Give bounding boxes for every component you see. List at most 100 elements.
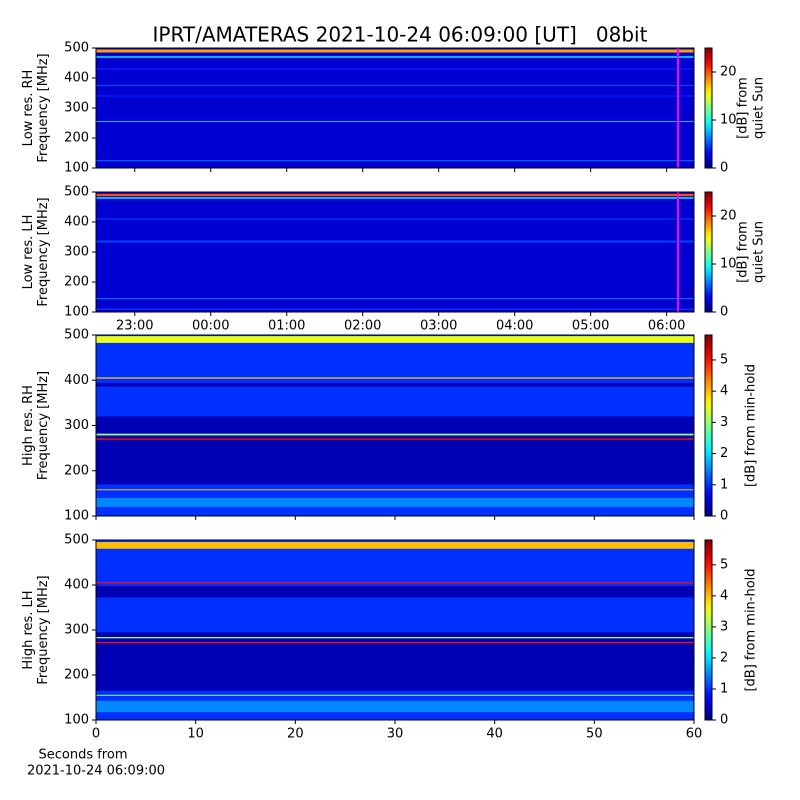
colorbar-label: [dB] from min-hold <box>744 568 759 691</box>
heatmap-band <box>96 489 694 491</box>
heatmap-band <box>96 95 694 97</box>
x-axis-label: Seconds from <box>38 748 127 763</box>
y-tick-label: 100 <box>64 509 89 524</box>
heatmap-band <box>96 240 694 243</box>
heatmap-band <box>96 641 694 644</box>
heatmap-band <box>96 497 694 507</box>
y-tick-label: 500 <box>64 533 89 548</box>
heatmap-band <box>96 308 694 310</box>
colorbar-tick-label: 3 <box>720 415 728 430</box>
x-tick-label: 50 <box>586 727 603 742</box>
colorbar-tick-label: 5 <box>720 352 728 367</box>
heatmap-band <box>96 218 694 220</box>
heatmap-band <box>96 382 694 387</box>
colorbar <box>704 47 713 169</box>
y-tick-label: 300 <box>64 418 89 433</box>
colorbar <box>704 539 713 721</box>
colorbar-tick-label: 10 <box>720 257 737 272</box>
y-axis-label: Frequency [MHz] <box>36 53 51 162</box>
heatmap-band <box>96 438 694 440</box>
y-tick-label: 400 <box>64 373 89 388</box>
y-tick-label: 500 <box>64 41 89 56</box>
x-tick-label: 00:00 <box>192 319 229 334</box>
y-tick-label: 500 <box>64 328 89 343</box>
heatmap-background <box>96 192 694 312</box>
colorbar-tick-label: 4 <box>720 384 728 399</box>
colorbar-tick-label: 0 <box>720 305 728 320</box>
heatmap-band <box>96 68 694 70</box>
colorbar-tick-label: 2 <box>720 650 728 665</box>
x-tick-label: 02:00 <box>344 319 381 334</box>
x-tick-label: 30 <box>387 727 404 742</box>
y-tick-label: 400 <box>64 578 89 593</box>
y-tick-label: 400 <box>64 71 89 86</box>
colorbar-tick-label: 4 <box>720 588 728 603</box>
x-tick-label: 01:00 <box>268 319 305 334</box>
heatmap-band <box>96 193 694 197</box>
y-tick-label: 400 <box>64 215 89 230</box>
colorbar-label: quiet Sun <box>752 77 767 139</box>
colorbar-tick-label: 0 <box>720 161 728 176</box>
heatmap-band <box>96 586 694 598</box>
y-tick-label: 100 <box>64 713 89 728</box>
y-tick-label: 100 <box>64 161 89 176</box>
y-tick-label: 500 <box>64 185 89 200</box>
colorbar-tick-label: 3 <box>720 619 728 634</box>
heatmap-band <box>96 121 694 123</box>
heatmap-band <box>96 298 694 300</box>
colorbar-tick-label: 1 <box>720 477 728 492</box>
y-axis-label: Low res. LH <box>21 215 36 290</box>
colorbar-tick-label: 0 <box>720 509 728 524</box>
heatmap-band <box>96 160 694 162</box>
heatmap-background <box>96 540 694 720</box>
heatmap-band <box>96 84 694 87</box>
y-tick-label: 200 <box>64 668 89 683</box>
heatmap-band <box>96 632 694 691</box>
colorbar-label: [dB] from <box>736 221 751 283</box>
x-tick-label: 04:00 <box>496 319 533 334</box>
heatmap-band <box>96 416 694 485</box>
heatmap-band <box>96 700 694 713</box>
heatmap-band <box>96 49 694 53</box>
y-axis-label: Frequency [MHz] <box>36 197 51 306</box>
x-tick-label: 10 <box>187 727 204 742</box>
y-axis-label: Frequency [MHz] <box>36 575 51 684</box>
heatmap-background <box>96 48 694 168</box>
colorbar-tick-label: 10 <box>720 113 737 128</box>
x-tick-label: 0 <box>92 727 100 742</box>
y-axis-label: Low res. RH <box>21 70 36 147</box>
x-tick-label: 03:00 <box>420 319 457 334</box>
y-tick-label: 300 <box>64 101 89 116</box>
x-tick-label: 23:00 <box>116 319 153 334</box>
y-axis-label: High res. RH <box>21 385 36 466</box>
colorbar-tick-label: 0 <box>720 713 728 728</box>
colorbar <box>704 334 713 517</box>
colorbar <box>704 191 713 313</box>
x-tick-label: 05:00 <box>572 319 609 334</box>
heatmap-band <box>96 542 694 549</box>
colorbar-label: [dB] from min-hold <box>744 364 759 487</box>
y-tick-label: 300 <box>64 623 89 638</box>
colorbar-label: quiet Sun <box>752 221 767 283</box>
heatmap-band <box>96 336 694 343</box>
heatmap-band <box>96 197 694 199</box>
x-tick-label: 60 <box>686 727 703 742</box>
y-tick-label: 200 <box>64 463 89 478</box>
colorbar-tick-label: 5 <box>720 557 728 572</box>
colorbar-tick-label: 20 <box>720 65 737 80</box>
y-tick-label: 300 <box>64 245 89 260</box>
y-tick-label: 200 <box>64 131 89 146</box>
chart-title: IPRT/AMATERAS 2021-10-24 06:09:00 [UT] 0… <box>153 23 648 47</box>
heatmap-band <box>96 377 694 379</box>
y-tick-label: 100 <box>64 305 89 320</box>
y-axis-label: Frequency [MHz] <box>36 371 51 480</box>
colorbar-tick-label: 2 <box>720 446 728 461</box>
heatmap-band <box>96 56 694 58</box>
heatmap-band <box>96 694 694 696</box>
x-tick-label: 20 <box>287 727 304 742</box>
colorbar-tick-label: 20 <box>720 209 737 224</box>
y-axis-label: High res. LH <box>21 590 36 669</box>
y-tick-label: 200 <box>64 275 89 290</box>
x-tick-label: 06:00 <box>648 319 685 334</box>
